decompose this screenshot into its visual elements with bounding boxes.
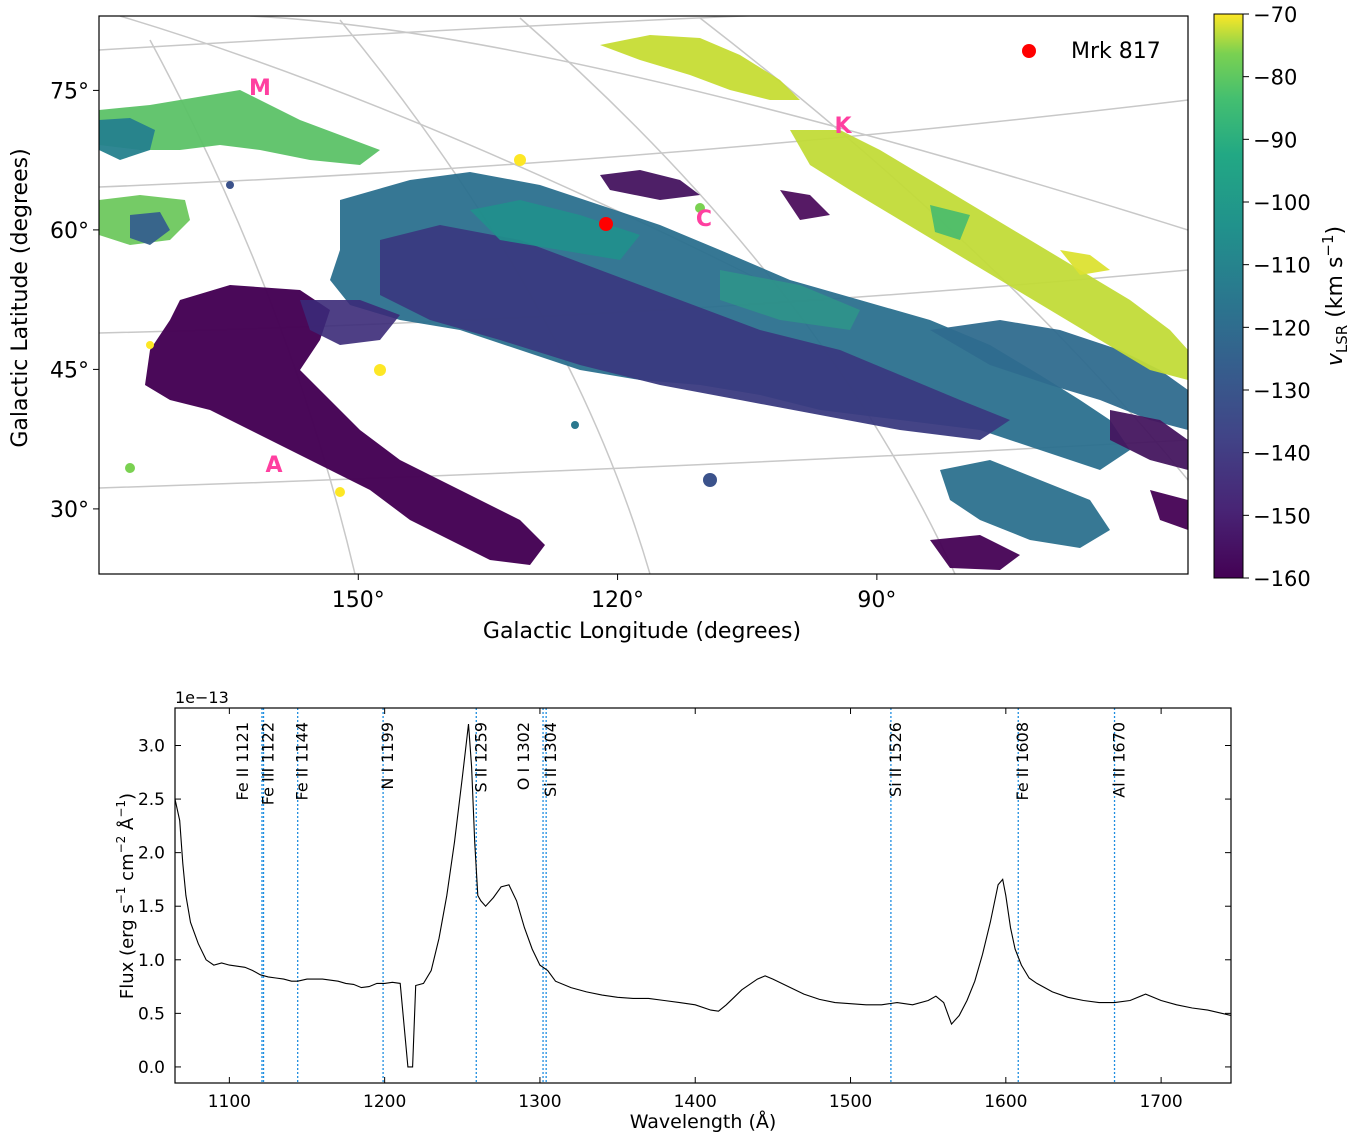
region-label-k: K bbox=[834, 114, 852, 139]
map-x-axis-label: Galactic Longitude (degrees) bbox=[483, 619, 801, 644]
colorbar-tick-label: −130 bbox=[1253, 379, 1311, 403]
region-label-m: M bbox=[249, 76, 271, 101]
absorption-feature-lines: Fe II 1121 Fe III 1122 Fe II 1144 N I 1199 S… bbox=[233, 708, 1129, 1083]
spectrum-x-tick-label: 1200 bbox=[363, 1092, 406, 1112]
colorbar-tick-label: −120 bbox=[1253, 316, 1311, 340]
map-x-axis: 150° 120° 90° bbox=[332, 574, 896, 613]
velocity-map-panel: M K C A Mrk 817 30° 45° 60° 75° 150° 120° 90°… bbox=[8, 3, 1351, 644]
colorbar-ticks: −70 −80 −90 −100 −110 −120 −130 −140 −150 −160 bbox=[1243, 3, 1311, 591]
spectrum-x-axis: 1100 1200 1300 1400 1500 1600 1700 bbox=[208, 708, 1183, 1112]
spectrum-y-tick-label: 0.0 bbox=[138, 1058, 165, 1078]
feature-label: Si II 1304 bbox=[541, 722, 560, 797]
spectrum-line bbox=[175, 724, 1231, 1068]
feature-label: O I 1302 bbox=[514, 722, 533, 790]
colorbar-tick-label: −80 bbox=[1253, 66, 1297, 90]
spectrum-x-tick-label: 1700 bbox=[1139, 1092, 1182, 1112]
spectrum-x-tick-label: 1600 bbox=[984, 1092, 1027, 1112]
spectrum-panel: Fe II 1121 Fe III 1122 Fe II 1144 N I 1199 S… bbox=[114, 688, 1232, 1133]
spectrum-y-axis: 0.0 0.5 1.0 1.5 2.0 2.5 3.0 bbox=[138, 737, 1231, 1078]
spectrum-ylabel-sup3: −1 bbox=[114, 800, 128, 818]
region-label-a: A bbox=[265, 453, 282, 478]
colorbar-label-sup: −1 bbox=[1319, 234, 1337, 256]
colorbar-tick-label: −160 bbox=[1253, 567, 1311, 591]
spectrum-ylabel-mid2: Å bbox=[116, 817, 138, 836]
map-y-axis-label: Galactic Latitude (degrees) bbox=[8, 148, 33, 447]
feature-label: Fe III 1122 bbox=[259, 722, 278, 805]
spectrum-y-tick-label: 1.5 bbox=[138, 897, 165, 917]
feature-label: Fe II 1608 bbox=[1013, 722, 1032, 801]
spectrum-y-tick-label: 0.5 bbox=[138, 1004, 165, 1024]
colorbar-label-sub: LSR bbox=[1333, 325, 1351, 353]
cloud-complex-k bbox=[600, 35, 1188, 380]
colorbar-tick-label: −140 bbox=[1253, 442, 1311, 466]
spectrum-x-tick-label: 1500 bbox=[829, 1092, 872, 1112]
region-label-c: C bbox=[696, 207, 712, 232]
colorbar-tick-label: −90 bbox=[1253, 128, 1297, 152]
feature-label: N I 1199 bbox=[378, 722, 397, 790]
feature-label: S II 1259 bbox=[471, 722, 490, 792]
spectrum-y-offset: 1e−13 bbox=[175, 688, 229, 707]
spectrum-y-axis-label: Flux (erg s−1 cm−2 Å−1) bbox=[114, 793, 138, 999]
mrk817-marker bbox=[599, 217, 613, 231]
spectrum-frame bbox=[174, 707, 1232, 1084]
colorbar-label-main: v bbox=[1323, 352, 1348, 366]
spectrum-ylabel-sup1: −1 bbox=[114, 887, 128, 905]
spectrum-y-tick-label: 1.0 bbox=[138, 951, 165, 971]
feature-label: Fe II 1121 bbox=[233, 722, 252, 801]
spectrum-x-tick-label: 1300 bbox=[518, 1092, 561, 1112]
graticule-lat-75 bbox=[99, 16, 762, 51]
colorbar-tick-label: −100 bbox=[1253, 191, 1311, 215]
cloud-complex-c bbox=[330, 170, 1188, 470]
feature-label: Fe II 1144 bbox=[293, 722, 312, 801]
spectrum-y-tick-label: 2.5 bbox=[138, 790, 165, 810]
spectrum-x-axis-label: Wavelength (Å) bbox=[630, 1110, 777, 1133]
spectrum-ylabel-main: Flux (erg s bbox=[117, 904, 138, 999]
cloud-scatter bbox=[125, 154, 1188, 570]
map-legend: Mrk 817 bbox=[1022, 39, 1161, 64]
colorbar-label-close: ) bbox=[1323, 226, 1348, 235]
spectrum-y-tick-label: 2.0 bbox=[138, 844, 165, 864]
spectrum-ylabel-sup2: −2 bbox=[114, 836, 128, 854]
map-frame bbox=[98, 15, 1189, 575]
spectrum-y-tick-label: 3.0 bbox=[138, 737, 165, 757]
spectrum-x-tick-label: 1100 bbox=[208, 1092, 251, 1112]
cloud-complex-m bbox=[99, 90, 380, 245]
map-x-tick-label: 90° bbox=[857, 588, 896, 613]
map-content: M K C A bbox=[99, 16, 1188, 574]
feature-label: Si II 1526 bbox=[886, 722, 905, 797]
colorbar-tick-label: −110 bbox=[1253, 254, 1311, 278]
spectrum-x-tick-label: 1400 bbox=[674, 1092, 717, 1112]
colorbar-gradient bbox=[1213, 13, 1244, 579]
colorbar: −70 −80 −90 −100 −110 −120 −130 −140 −150 −160 vL… bbox=[1213, 3, 1351, 591]
colorbar-tick-label: −150 bbox=[1253, 504, 1311, 528]
map-y-tick-label: 60° bbox=[50, 219, 89, 244]
map-y-tick-label: 45° bbox=[50, 358, 89, 383]
graticule-lat-30 bbox=[99, 439, 1188, 489]
map-x-tick-label: 150° bbox=[332, 588, 385, 613]
graticule-lat-60 bbox=[99, 99, 1188, 188]
legend-label: Mrk 817 bbox=[1071, 39, 1161, 64]
spectrum-ylabel-mid: cm bbox=[117, 853, 138, 886]
map-y-axis: 30° 45° 60° 75° bbox=[50, 79, 99, 523]
map-x-tick-label: 120° bbox=[591, 588, 644, 613]
feature-label: Al II 1670 bbox=[1110, 722, 1129, 798]
map-y-tick-label: 75° bbox=[50, 79, 89, 104]
legend-marker bbox=[1022, 44, 1036, 58]
colorbar-tick-label: −70 bbox=[1253, 3, 1297, 27]
spectrum-ylabel-close: ) bbox=[117, 793, 138, 800]
graticule-arc-1 bbox=[249, 16, 1188, 231]
colorbar-label-units: (km s bbox=[1323, 257, 1348, 325]
cloud-complex-a bbox=[145, 285, 545, 565]
map-y-tick-label: 30° bbox=[50, 498, 89, 523]
colorbar-label: vLSR (km s−1) bbox=[1319, 226, 1351, 366]
